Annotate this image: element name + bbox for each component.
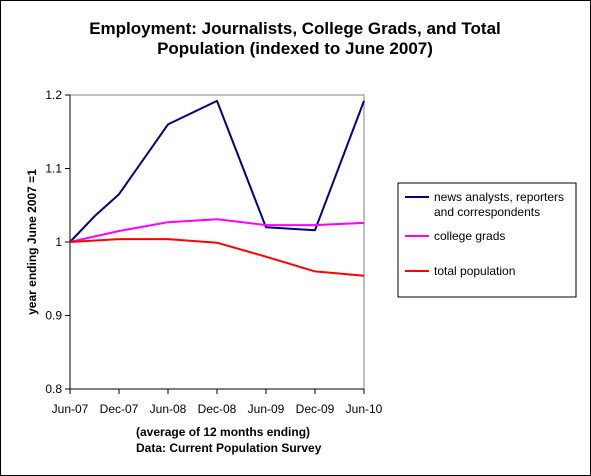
legend-label: total population [434, 264, 515, 278]
y-tick-label: 1.1 [45, 162, 62, 176]
x-tick-label: Jun-08 [150, 402, 187, 416]
x-axis: Jun-07 Dec-07 Jun-08 Dec-08 Jun-09 Dec-09 Jun-… [52, 388, 383, 416]
series-group [69, 99, 365, 277]
legend-label: news analysts, reporters [434, 190, 564, 204]
y-tick-label: 1 [55, 235, 62, 249]
legend-box [397, 182, 577, 298]
y-tick-label: 0.9 [45, 309, 62, 323]
y-tick-label: 1.2 [45, 88, 62, 102]
x-axis-title-line: Data: Current Population Survey [136, 441, 322, 455]
x-tick-label: Jun-10 [346, 402, 383, 416]
chart-title-line: Population (indexed to June 2007) [157, 39, 433, 58]
series-line-total [69, 238, 365, 277]
y-axis-title: year ending June 2007 =1 [25, 169, 39, 315]
x-tick-label: Dec-08 [198, 402, 237, 416]
y-tick-label: 0.8 [45, 382, 62, 396]
chart-title: Employment: Journalists, College Grads, … [89, 19, 501, 58]
series-line-college [69, 218, 365, 243]
chart-title-line: Employment: Journalists, College Grads, … [89, 19, 501, 38]
x-tick-label: Dec-09 [296, 402, 335, 416]
legend-label: college grads [434, 229, 505, 243]
x-tick-label: Dec-07 [100, 402, 139, 416]
x-tick-label: Jun-07 [52, 402, 89, 416]
x-tick-label: Jun-09 [248, 402, 285, 416]
y-axis: 0.8 0.9 1 1.1 1.2 [45, 88, 71, 396]
x-axis-title: (average of 12 months ending) Data: Curre… [136, 425, 322, 455]
series-line-news [69, 99, 365, 243]
x-axis-title-line: (average of 12 months ending) [136, 425, 310, 439]
legend-label: and correspondents [434, 205, 540, 219]
